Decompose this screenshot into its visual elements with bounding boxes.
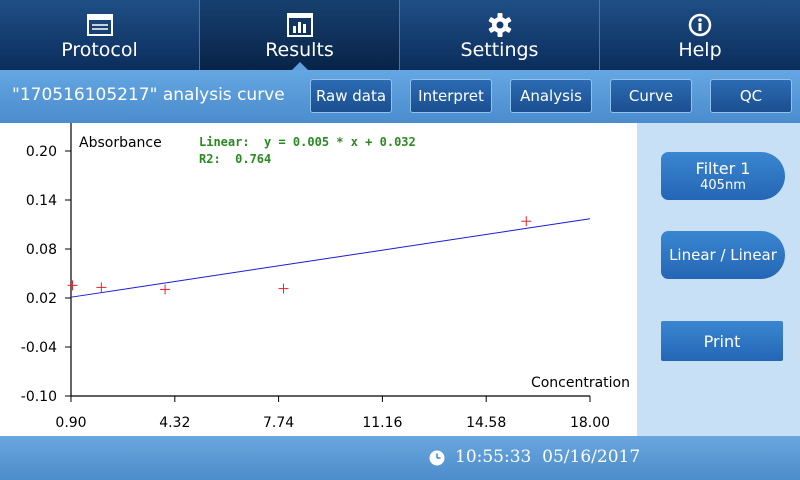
y-tick-label: -0.04: [21, 340, 57, 356]
active-tab-indicator: [292, 62, 308, 70]
x-tick-label: 4.32: [159, 415, 190, 431]
data-point: [96, 282, 107, 293]
data-point: [278, 283, 289, 294]
data-point: [521, 216, 532, 227]
filter-label: Filter 1: [695, 159, 751, 178]
bar-chart-icon: [286, 12, 313, 38]
y-tick-label: -0.10: [21, 389, 57, 405]
y-tick-label: 0.08: [26, 242, 57, 258]
tab-help-label: Help: [678, 39, 722, 61]
window-icon: [86, 12, 113, 38]
data-point: [67, 280, 78, 291]
x-tick-label: 18.00: [570, 415, 610, 431]
x-tick-label: 7.74: [263, 415, 294, 431]
data-point: [160, 284, 171, 295]
top-nav: Protocol Results: [0, 0, 800, 70]
fit-equation: Linear: y = 0.005 * x + 0.032: [199, 135, 416, 149]
current-date: 05/16/2017: [542, 447, 641, 467]
x-tick-label: 0.90: [55, 415, 86, 431]
datetime-display: 10:55:33 05/16/2017: [455, 447, 640, 467]
filter-wavelength: 405nm: [700, 178, 746, 193]
interpret-button[interactable]: Interpret: [410, 79, 492, 113]
raw-data-button[interactable]: Raw data: [310, 79, 392, 113]
x-tick-label: 11.16: [362, 415, 402, 431]
analysis-button[interactable]: Analysis: [510, 79, 592, 113]
x-axis-label: Concentration: [531, 375, 630, 391]
qc-button[interactable]: QC: [710, 79, 792, 113]
curve-button[interactable]: Curve: [610, 79, 692, 113]
sub-header: "170516105217" analysis curve Raw data I…: [0, 70, 800, 123]
x-tick-label: 14.58: [466, 415, 506, 431]
filter-button[interactable]: Filter 1 405nm: [661, 152, 785, 200]
tab-help[interactable]: Help: [600, 0, 800, 70]
fit-line: [70, 218, 591, 298]
gear-icon: [487, 12, 513, 38]
page-title: "170516105217" analysis curve: [12, 85, 285, 105]
current-time: 10:55:33: [455, 447, 532, 467]
info-icon: [688, 12, 712, 38]
analysis-chart: 0.20 0.14 0.08 0.02 -0.04 -0.10 0.90 4.32 7.74 1…: [21, 123, 630, 431]
tab-results-label: Results: [265, 39, 334, 61]
tab-settings[interactable]: Settings: [400, 0, 600, 70]
tab-protocol[interactable]: Protocol: [0, 0, 200, 70]
y-axis-label: Absorbance: [79, 135, 162, 151]
y-tick-label: 0.02: [26, 291, 57, 307]
tab-settings-label: Settings: [460, 39, 539, 61]
scale-toggle-button[interactable]: Linear / Linear: [661, 231, 785, 279]
y-tick-label: 0.20: [26, 144, 57, 160]
right-panel: Filter 1 405nm Linear / Linear Print: [637, 123, 800, 436]
chart-area: 0.20 0.14 0.08 0.02 -0.04 -0.10 0.90 4.32 7.74 1…: [0, 123, 637, 436]
status-bar: 10:55:33 05/16/2017: [0, 436, 800, 480]
y-tick-label: 0.14: [26, 193, 57, 209]
clock-icon: [429, 450, 445, 470]
print-button[interactable]: Print: [661, 321, 783, 361]
tab-protocol-label: Protocol: [61, 39, 138, 61]
fit-r2: R2: 0.764: [199, 152, 271, 166]
tab-results[interactable]: Results: [200, 0, 400, 70]
